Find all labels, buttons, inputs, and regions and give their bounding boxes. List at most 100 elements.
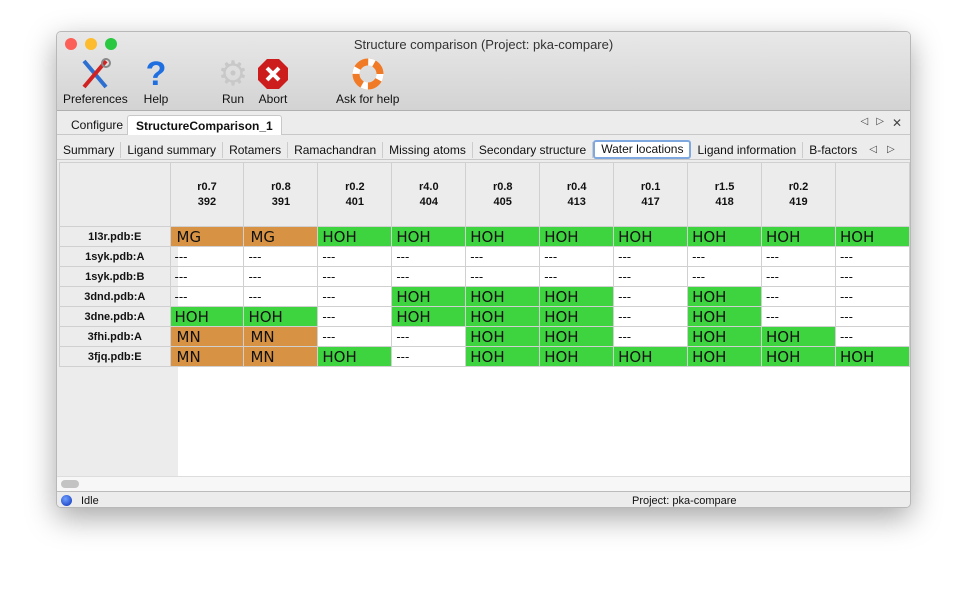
table-cell[interactable]: HOH <box>761 226 836 247</box>
run-button[interactable]: ⚙ Run <box>215 55 251 106</box>
table-cell[interactable]: --- <box>465 246 541 267</box>
table-cell[interactable]: HOH <box>834 226 910 247</box>
table-cell[interactable]: --- <box>169 286 245 307</box>
table-cell[interactable]: --- <box>613 266 689 287</box>
table-cell[interactable]: --- <box>834 326 910 347</box>
table-cell[interactable]: --- <box>834 306 910 327</box>
subtab-water-locations[interactable]: Water locations <box>593 140 692 159</box>
tab-scroll-right-icon[interactable]: ▷ <box>876 116 884 127</box>
tab-scroll-left-icon[interactable]: ◁ <box>860 116 869 127</box>
table-cell[interactable]: HOH <box>169 306 245 327</box>
table-cell[interactable]: HOH <box>539 346 615 367</box>
column-header[interactable]: r0.2 419 <box>761 162 836 227</box>
table-cell[interactable]: --- <box>761 246 836 267</box>
table-cell[interactable]: --- <box>317 246 393 267</box>
column-header[interactable]: r0.2 401 <box>317 162 393 227</box>
subtab-scroll-right-icon[interactable]: ▷ <box>886 144 895 155</box>
row-header[interactable]: 3dne.pdb:A <box>59 306 171 327</box>
table-cell[interactable]: HOH <box>761 326 836 347</box>
table-cell[interactable]: HOH <box>687 286 763 307</box>
table-cell[interactable]: HOH <box>687 306 763 327</box>
table-cell[interactable]: --- <box>761 286 836 307</box>
table-cell[interactable]: --- <box>243 246 319 267</box>
table-cell[interactable]: --- <box>465 266 541 287</box>
subtab-ligand-information[interactable]: Ligand information <box>691 141 804 158</box>
table-cell[interactable]: MG <box>243 226 319 247</box>
table-cell[interactable]: --- <box>169 266 245 287</box>
subtab-ramachandran[interactable]: Ramachandran <box>288 141 384 158</box>
table-cell[interactable]: --- <box>391 246 467 267</box>
table-cell[interactable]: --- <box>613 306 689 327</box>
scrollbar-thumb[interactable] <box>61 480 79 488</box>
tab-structure-comparison[interactable]: StructureComparison_1 <box>127 115 282 135</box>
table-cell[interactable]: HOH <box>317 226 393 247</box>
column-header[interactable]: r0.4 413 <box>539 162 615 227</box>
table-cell[interactable]: HOH <box>613 226 689 247</box>
column-header[interactable]: r1.5 418 <box>687 162 763 227</box>
row-header[interactable]: 3fjq.pdb:E <box>59 346 171 367</box>
help-button[interactable]: ? Help <box>138 55 174 107</box>
table-cell[interactable]: --- <box>391 326 467 347</box>
column-header[interactable]: r0.8 391 <box>243 162 319 227</box>
subtab-secondary-structure[interactable]: Secondary structure <box>473 141 594 158</box>
subtab-ligand-summary[interactable]: Ligand summary <box>121 141 224 158</box>
table-cell[interactable]: --- <box>834 266 910 287</box>
table-cell[interactable]: --- <box>539 246 615 267</box>
table-cell[interactable]: HOH <box>465 306 541 327</box>
row-header[interactable]: 1syk.pdb:A <box>59 246 171 267</box>
table-cell[interactable]: --- <box>317 266 393 287</box>
table-cell[interactable]: --- <box>613 326 689 347</box>
row-header[interactable]: 1syk.pdb:B <box>59 266 171 287</box>
table-cell[interactable]: --- <box>317 306 393 327</box>
close-window-button[interactable] <box>65 38 77 50</box>
table-cell[interactable]: --- <box>613 286 689 307</box>
table-cell[interactable]: MN <box>169 346 245 367</box>
column-header[interactable]: r0.1 417 <box>613 162 689 227</box>
subtab-b-factors[interactable]: B-factors <box>809 142 858 157</box>
table-cell[interactable]: HOH <box>613 346 689 367</box>
table-cell[interactable]: --- <box>834 286 910 307</box>
table-cell[interactable]: --- <box>834 246 910 267</box>
subtab-missing-atoms[interactable]: Missing atoms <box>383 141 473 158</box>
table-cell[interactable]: HOH <box>317 346 393 367</box>
table-cell[interactable]: HOH <box>834 346 910 367</box>
column-header[interactable]: r0.7 392 <box>169 162 245 227</box>
row-header[interactable]: 1l3r.pdb:E <box>59 226 171 247</box>
table-cell[interactable]: HOH <box>687 346 763 367</box>
table-cell[interactable]: HOH <box>465 226 541 247</box>
table-cell[interactable]: MG <box>169 226 245 247</box>
subtab-scroll-left-icon[interactable]: ◁ <box>869 144 877 155</box>
table-cell[interactable]: --- <box>317 326 393 347</box>
table-cell[interactable]: MN <box>169 326 245 347</box>
table-cell[interactable]: HOH <box>539 286 615 307</box>
table-cell[interactable]: --- <box>613 246 689 267</box>
table-cell[interactable]: MN <box>243 346 319 367</box>
table-cell[interactable]: HOH <box>465 346 541 367</box>
horizontal-scrollbar[interactable] <box>57 476 910 491</box>
table-cell[interactable]: --- <box>539 266 615 287</box>
close-tab-icon[interactable]: ✕ <box>891 116 902 130</box>
column-header[interactable]: r4.0 404 <box>391 162 467 227</box>
row-header[interactable]: 3dnd.pdb:A <box>59 286 171 307</box>
table-cell[interactable]: HOH <box>391 306 467 327</box>
zoom-window-button[interactable] <box>105 38 117 50</box>
table-cell[interactable]: --- <box>317 286 393 307</box>
table-cell[interactable]: --- <box>243 286 319 307</box>
table-cell[interactable]: --- <box>687 246 763 267</box>
table-cell[interactable]: --- <box>243 266 319 287</box>
table-cell[interactable]: HOH <box>465 286 541 307</box>
tab-configure[interactable]: Configure <box>71 118 124 132</box>
minimize-window-button[interactable] <box>85 38 97 50</box>
table-cell[interactable]: --- <box>391 346 467 367</box>
table-cell[interactable]: HOH <box>465 326 541 347</box>
row-header[interactable]: 3fhi.pdb:A <box>59 326 171 347</box>
table-cell[interactable]: HOH <box>687 326 763 347</box>
table-cell[interactable]: HOH <box>243 306 319 327</box>
table-cell[interactable]: HOH <box>761 346 836 367</box>
ask-for-help-button[interactable]: Ask for help <box>336 56 399 106</box>
column-header[interactable] <box>834 162 910 227</box>
subtab-summary[interactable]: Summary <box>57 141 122 158</box>
subtab-rotamers[interactable]: Rotamers <box>223 141 289 158</box>
table-cell[interactable]: --- <box>761 306 836 327</box>
table-cell[interactable]: --- <box>687 266 763 287</box>
